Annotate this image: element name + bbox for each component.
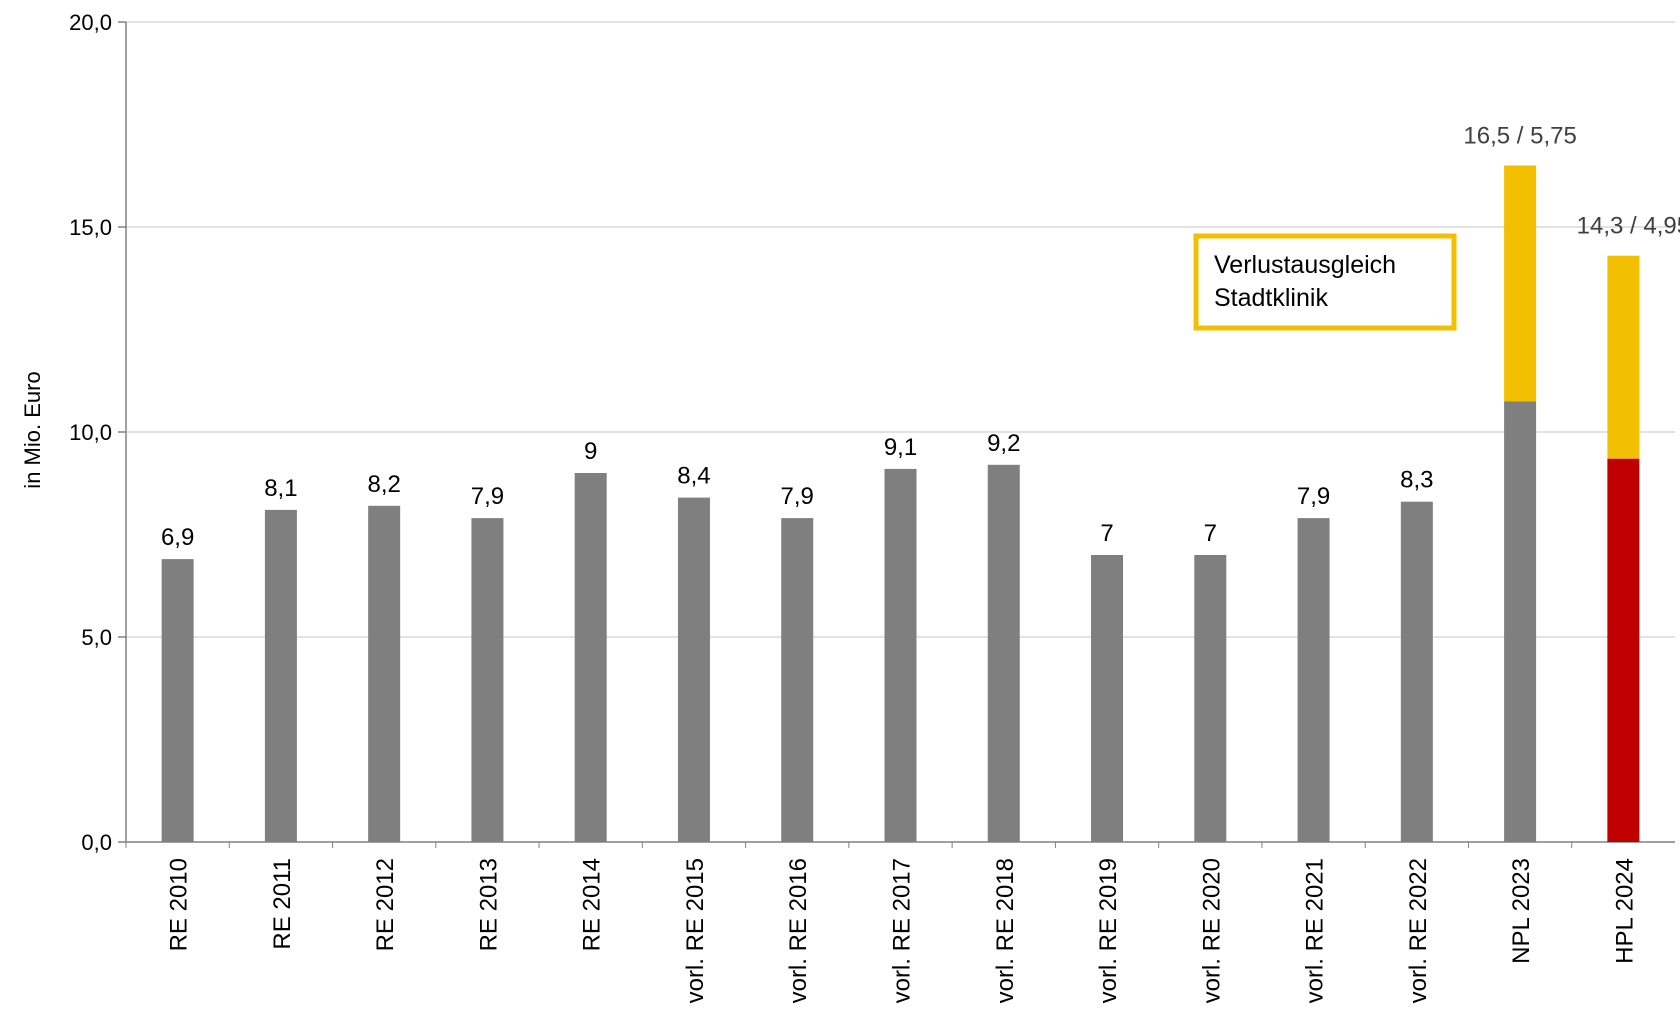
data-label: 7,9 bbox=[781, 483, 814, 510]
data-label: 14,3 / 4,95 bbox=[1577, 213, 1680, 240]
data-label: 8,1 bbox=[264, 475, 297, 502]
axes: 0,0 5,0 10,0 15,0 20,0 bbox=[69, 10, 1675, 855]
category-label: vorl. RE 2021 bbox=[1302, 858, 1329, 1003]
bar bbox=[884, 468, 917, 842]
category-label: vorl. RE 2022 bbox=[1405, 858, 1432, 1003]
bar bbox=[1297, 518, 1330, 842]
bar bbox=[264, 509, 297, 842]
category-labels: RE 2010 RE 2011 RE 2012 RE 2013 RE 2014 vorl.… bbox=[166, 858, 1639, 1003]
bar bbox=[368, 505, 401, 842]
bar bbox=[987, 464, 1020, 842]
data-label: 8,3 bbox=[1400, 467, 1433, 494]
category-label: RE 2010 bbox=[166, 858, 193, 951]
category-label: vorl. RE 2015 bbox=[682, 858, 709, 1003]
y-tick-label: 5,0 bbox=[81, 625, 112, 650]
bar bbox=[161, 559, 194, 842]
bars bbox=[161, 165, 1640, 842]
category-label: vorl. RE 2019 bbox=[1095, 858, 1122, 1003]
data-label: 7 bbox=[1100, 520, 1113, 547]
data-label: 6,9 bbox=[161, 524, 194, 551]
y-axis-label: in Mio. Euro bbox=[20, 371, 45, 488]
bar bbox=[677, 497, 710, 842]
data-label: 7,9 bbox=[1297, 483, 1330, 510]
data-label: 9,2 bbox=[987, 430, 1020, 457]
annotation-border bbox=[1193, 233, 1457, 331]
bar bbox=[1194, 555, 1227, 842]
category-label: RE 2014 bbox=[579, 858, 606, 951]
category-label: vorl. RE 2017 bbox=[889, 858, 916, 1003]
bar bbox=[781, 518, 814, 842]
bar bbox=[574, 473, 607, 842]
data-label: 9 bbox=[584, 438, 597, 465]
category-label: NPL 2023 bbox=[1508, 858, 1535, 964]
bar bbox=[1091, 555, 1124, 842]
bar-stack-segment bbox=[1607, 255, 1640, 459]
category-label: RE 2013 bbox=[475, 858, 502, 951]
bar-stack-segment bbox=[1504, 165, 1537, 402]
data-label: 9,1 bbox=[884, 434, 917, 461]
y-tick-label: 15,0 bbox=[69, 215, 112, 240]
bar bbox=[1504, 401, 1537, 842]
category-label: vorl. RE 2020 bbox=[1198, 858, 1225, 1003]
category-label: vorl. RE 2016 bbox=[785, 858, 812, 1003]
data-label: 8,4 bbox=[677, 463, 710, 490]
annotation-box: Verlustausgleich Stadtklinik bbox=[1193, 233, 1457, 331]
category-label: vorl. RE 2018 bbox=[992, 858, 1019, 1003]
data-label: 7,9 bbox=[471, 483, 504, 510]
bar bbox=[471, 518, 504, 842]
category-label: RE 2011 bbox=[269, 858, 296, 950]
data-label: 7 bbox=[1204, 520, 1217, 547]
annotation-line-2: Stadtklinik bbox=[1214, 284, 1328, 312]
category-label: RE 2012 bbox=[372, 858, 399, 951]
annotation-line-1: Verlustausgleich bbox=[1214, 251, 1396, 279]
category-label: HPL 2024 bbox=[1611, 858, 1638, 964]
data-label: 16,5 / 5,75 bbox=[1463, 123, 1576, 150]
bar bbox=[1607, 458, 1640, 842]
y-tick-label: 20,0 bbox=[69, 10, 112, 35]
y-tick-label: 10,0 bbox=[69, 420, 112, 445]
y-tick-label: 0,0 bbox=[81, 830, 112, 855]
data-label: 8,2 bbox=[367, 471, 400, 498]
data-labels: 6,9 8,1 8,2 7,9 9 8,4 7,9 9,1 9,2 7 7 7,9 8,3 16,5 / … bbox=[161, 123, 1680, 552]
bar bbox=[1400, 501, 1433, 842]
